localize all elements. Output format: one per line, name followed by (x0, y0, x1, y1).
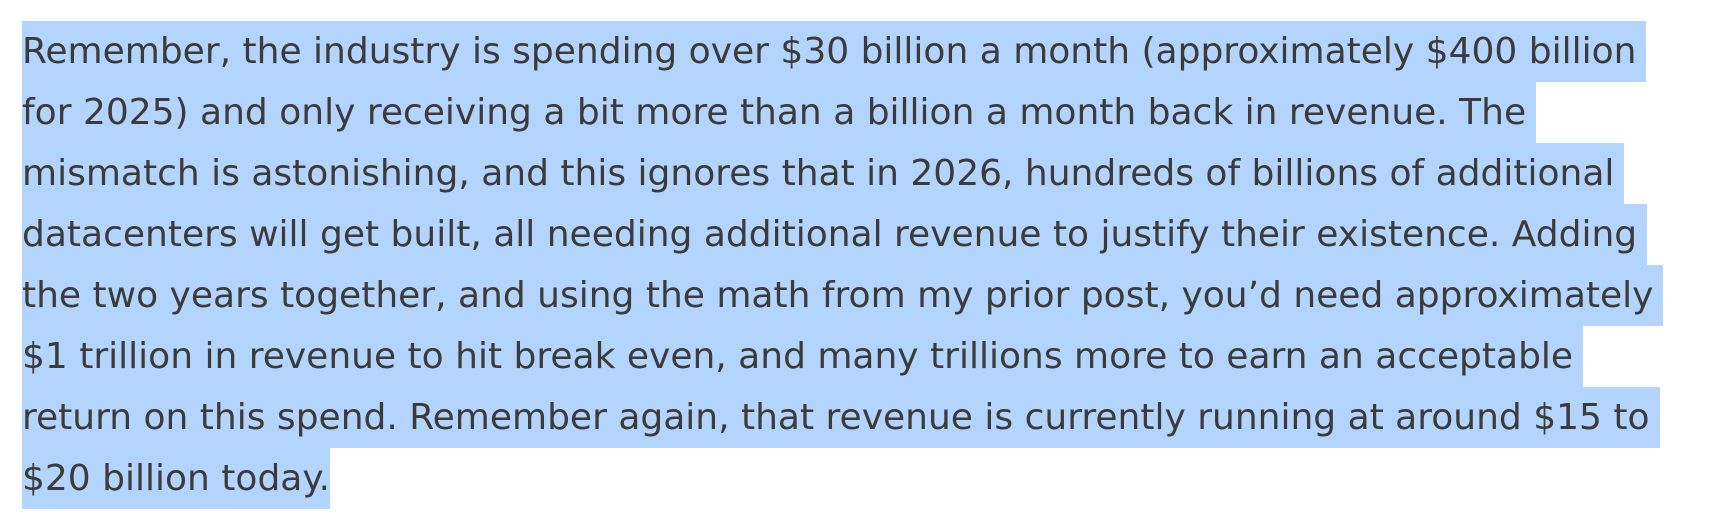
paragraph-line: datacenters will get built, all needing … (22, 204, 1722, 265)
paragraph-line: return on this spend. Remember again, th… (22, 387, 1722, 448)
paragraph-line: $1 trillion in revenue to hit break even… (22, 326, 1722, 387)
selected-text[interactable]: $20 billion today. (22, 448, 330, 509)
paragraph-line: the two years together, and using the ma… (22, 265, 1722, 326)
selected-paragraph[interactable]: Remember, the industry is spending over … (22, 21, 1722, 509)
paragraph-line: $20 billion today. (22, 448, 1722, 509)
paragraph-line: mismatch is astonishing, and this ignore… (22, 143, 1722, 204)
selected-text[interactable]: mismatch is astonishing, and this ignore… (22, 143, 1625, 204)
selected-text[interactable]: the two years together, and using the ma… (22, 265, 1664, 326)
selected-text[interactable]: $1 trillion in revenue to hit break even… (22, 326, 1584, 387)
paragraph-line: for 2025) and only receiving a bit more … (22, 82, 1722, 143)
paragraph-line: Remember, the industry is spending over … (22, 21, 1722, 82)
selected-text[interactable]: return on this spend. Remember again, th… (22, 387, 1660, 448)
selected-text[interactable]: for 2025) and only receiving a bit more … (22, 82, 1537, 143)
selected-text[interactable]: Remember, the industry is spending over … (22, 21, 1647, 82)
selected-text[interactable]: datacenters will get built, all needing … (22, 204, 1648, 265)
